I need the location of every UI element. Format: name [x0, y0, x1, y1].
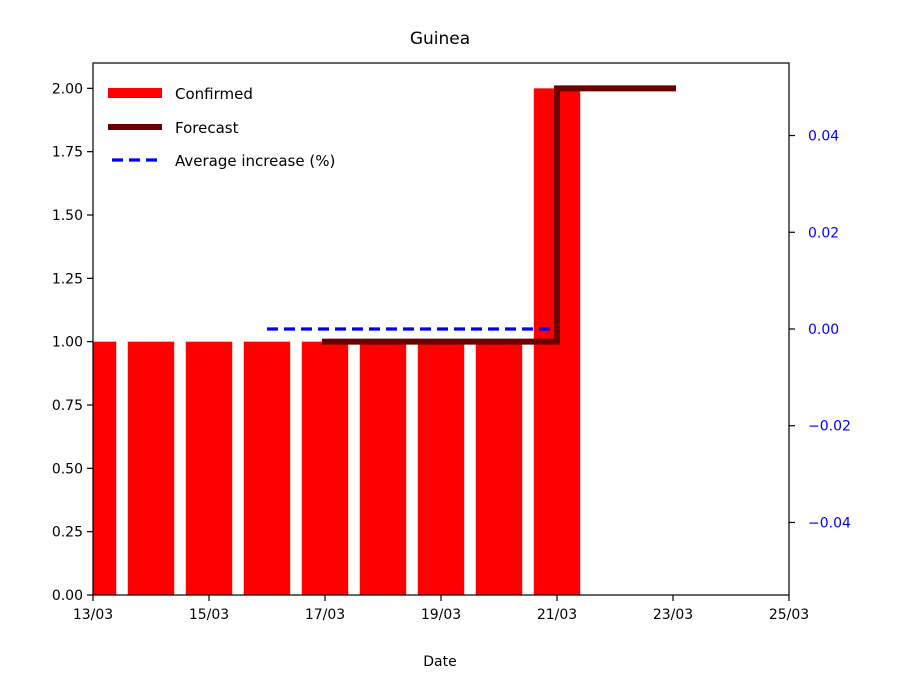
y2-tick-label: 0.00: [808, 322, 839, 338]
x-axis: 13/03 15/03 17/03 19/03 21/03 23/03 25/03: [73, 595, 809, 623]
legend-label: Average increase (%): [175, 152, 335, 170]
y-tick-label: 1.00: [52, 335, 83, 351]
x-tick-label: 23/03: [653, 607, 693, 623]
plot-area: [93, 85, 676, 595]
bar-confirmed: [417, 341, 465, 595]
line-forecast: [322, 85, 676, 345]
bar-confirmed: [185, 341, 233, 595]
y-tick-label: 1.75: [52, 145, 83, 161]
y2-tick-label: 0.04: [808, 129, 839, 145]
y-tick-label: 0.00: [52, 588, 83, 604]
y2-tick-label: −0.02: [808, 419, 851, 435]
y-tick-label: 2.00: [52, 81, 83, 97]
legend-label: Forecast: [175, 119, 239, 137]
y-tick-label: 0.25: [52, 525, 83, 541]
y-tick-label: 1.50: [52, 208, 83, 224]
bar-confirmed: [359, 341, 407, 595]
legend: Confirmed Forecast Average increase (%): [108, 85, 335, 170]
y-axis-left: 0.00 0.25 0.50 0.75 1.00 1.25 1.50 1.75 2.00: [52, 81, 93, 604]
legend-label: Confirmed: [175, 85, 253, 103]
bar-confirmed: [93, 341, 117, 595]
x-tick-label: 15/03: [189, 607, 229, 623]
bar-confirmed: [127, 341, 175, 595]
x-tick-label: 19/03: [421, 607, 461, 623]
chart-title: Guinea: [410, 29, 470, 49]
x-tick-label: 25/03: [769, 607, 809, 623]
y2-tick-label: −0.04: [808, 515, 851, 531]
x-tick-label: 21/03: [537, 607, 577, 623]
y-tick-label: 1.25: [52, 271, 83, 287]
y-axis-right: −0.04 −0.02 0.00 0.02 0.04: [789, 129, 851, 531]
x-axis-label: Date: [423, 654, 456, 670]
y2-tick-label: 0.02: [808, 225, 839, 241]
bar-confirmed: [475, 341, 523, 595]
bar-confirmed: [301, 341, 349, 595]
x-tick-label: 13/03: [73, 607, 113, 623]
y-tick-label: 0.75: [52, 398, 83, 414]
legend-swatch-confirmed: [108, 88, 162, 98]
y-tick-label: 0.50: [52, 461, 83, 477]
bar-confirmed: [243, 341, 291, 595]
x-tick-label: 17/03: [305, 607, 345, 623]
